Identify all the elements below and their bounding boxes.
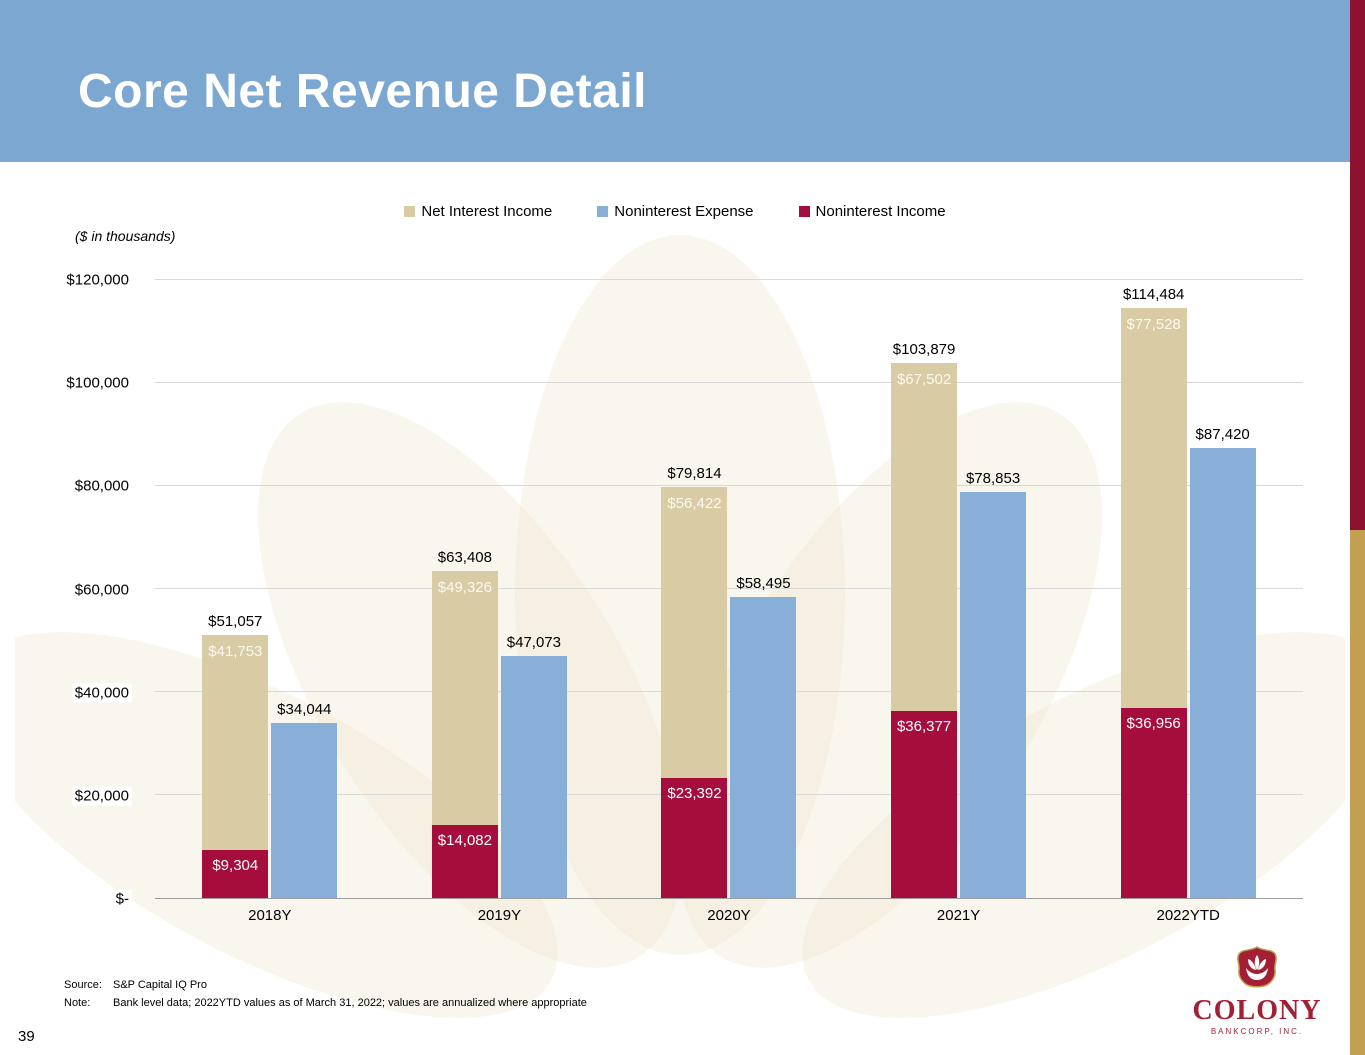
noninterest-income-bar: $14,082 bbox=[431, 825, 498, 898]
note-value: Bank level data; 2022YTD values as of Ma… bbox=[113, 997, 587, 1009]
stacked-bar: $63,408 $49,326 $14,082 bbox=[431, 549, 498, 898]
slide-header: Core Net Revenue Detail bbox=[0, 0, 1365, 162]
bar-group: $63,408 $49,326 $14,082 $47,073 bbox=[385, 280, 615, 898]
total-label: $63,408 bbox=[437, 549, 493, 567]
y-tick-label: $40,000 bbox=[71, 683, 132, 703]
legend-item: Noninterest Income bbox=[798, 203, 946, 220]
noninterest-expense-label: $58,495 bbox=[736, 574, 791, 592]
y-tick-label: $60,000 bbox=[71, 580, 132, 599]
total-label: $51,057 bbox=[208, 613, 263, 631]
page-title: Core Net Revenue Detail bbox=[78, 64, 648, 118]
legend-swatch bbox=[798, 206, 810, 217]
noninterest-expense-label: $34,044 bbox=[277, 700, 332, 718]
total-label: $114,484 bbox=[1122, 286, 1185, 304]
noninterest-expense-bar: $34,044 bbox=[271, 701, 338, 898]
total-label: $103,879 bbox=[892, 341, 956, 359]
colony-logo-icon bbox=[1237, 946, 1277, 988]
note-row: Note: Bank level data; 2022YTD values as… bbox=[64, 997, 587, 1009]
noninterest-expense-label: $87,420 bbox=[1195, 425, 1250, 443]
net-interest-income-label: $77,528 bbox=[1126, 316, 1181, 334]
bar-group: $103,879 $67,502 $36,377 $78,853 bbox=[844, 280, 1074, 898]
y-tick-label: $80,000 bbox=[71, 476, 132, 496]
legend-label: Net Interest Income bbox=[421, 203, 553, 220]
note-label: Note: bbox=[64, 997, 91, 1009]
stacked-bar: $103,879 $67,502 $36,377 bbox=[891, 341, 958, 898]
net-interest-income-label: $67,502 bbox=[896, 371, 952, 389]
bar-group: $79,814 $56,422 $23,392 $58,495 bbox=[614, 280, 844, 898]
noninterest-expense-bar: $47,073 bbox=[500, 634, 567, 898]
edge-stripe-maroon bbox=[1350, 0, 1365, 530]
legend-label: Noninterest Income bbox=[815, 203, 946, 220]
noninterest-income-label: $36,377 bbox=[896, 717, 952, 735]
noninterest-expense-bar: $78,853 bbox=[960, 470, 1027, 898]
source-row: Source: S&P Capital IQ Pro bbox=[64, 979, 587, 991]
gridline bbox=[155, 279, 1303, 280]
colony-logo: COLONY BANKCORP, INC. bbox=[1191, 946, 1323, 1036]
stacked-bar: $51,057 $41,753 $9,304 bbox=[202, 613, 269, 898]
noninterest-expense-bar: $87,420 bbox=[1189, 426, 1256, 898]
colony-logo-subtitle: BANKCORP, INC. bbox=[1210, 1027, 1304, 1036]
colony-logo-wordmark: COLONY bbox=[1192, 995, 1322, 1026]
noninterest-expense-label: $47,073 bbox=[506, 633, 562, 651]
edge-stripe-gold bbox=[1350, 530, 1365, 1055]
legend-item: Net Interest Income bbox=[404, 203, 552, 220]
noninterest-expense-label: $78,853 bbox=[965, 469, 1021, 487]
x-tick-label: 2021Y bbox=[936, 907, 981, 924]
x-tick-label: 2020Y bbox=[707, 907, 751, 924]
y-tick-label: $120,000 bbox=[63, 270, 132, 290]
x-axis-labels: 2018Y 2019Y 2020Y 2021Y 2022YTD bbox=[155, 907, 1303, 924]
source-value: S&P Capital IQ Pro bbox=[113, 979, 207, 991]
net-interest-income-bar: $67,502 bbox=[891, 363, 958, 711]
legend-item: Noninterest Expense bbox=[597, 203, 754, 220]
plot-area: $51,057 $41,753 $9,304 $34,044 $63,408 $49,32… bbox=[155, 279, 1303, 899]
footnotes: Source: S&P Capital IQ Pro Note: Bank le… bbox=[64, 979, 587, 1015]
x-tick-label: 2018Y bbox=[248, 907, 292, 924]
noninterest-income-label: $36,956 bbox=[1126, 714, 1181, 732]
source-label: Source: bbox=[64, 979, 102, 991]
legend-label: Noninterest Expense bbox=[614, 203, 754, 220]
units-note: ($ in thousands) bbox=[75, 228, 176, 244]
gridline bbox=[155, 588, 1303, 589]
y-tick-label: $- bbox=[112, 889, 132, 909]
noninterest-income-label: $14,082 bbox=[437, 832, 492, 850]
noninterest-income-bar: $36,377 bbox=[891, 710, 958, 898]
page-number: 39 bbox=[18, 1028, 35, 1045]
x-tick-label: 2022YTD bbox=[1156, 907, 1220, 924]
net-interest-income-bar: $56,422 bbox=[661, 486, 728, 778]
y-tick-label: $20,000 bbox=[71, 786, 132, 806]
total-label: $79,814 bbox=[667, 464, 722, 482]
bar-groups: $51,057 $41,753 $9,304 $34,044 $63,408 $49,32… bbox=[155, 280, 1303, 898]
noninterest-income-label: $9,304 bbox=[212, 857, 259, 875]
stacked-bar: $79,814 $56,422 $23,392 bbox=[661, 465, 728, 898]
noninterest-income-bar: $36,956 bbox=[1120, 707, 1187, 898]
gridline bbox=[155, 794, 1303, 795]
chart-legend: Net Interest Income Noninterest Expense No… bbox=[0, 203, 1350, 220]
net-interest-income-bar: $49,326 bbox=[431, 571, 498, 826]
net-interest-income-label: $56,422 bbox=[667, 494, 722, 512]
net-interest-income-bar: $77,528 bbox=[1120, 308, 1187, 708]
net-interest-income-label: $41,753 bbox=[208, 643, 263, 661]
gridline bbox=[155, 485, 1303, 486]
noninterest-expense-bar: $58,495 bbox=[730, 575, 797, 898]
noninterest-income-bar: $9,304 bbox=[202, 850, 269, 898]
noninterest-income-bar: $23,392 bbox=[661, 777, 728, 898]
noninterest-income-label: $23,392 bbox=[667, 784, 722, 802]
gridline bbox=[155, 382, 1303, 383]
y-tick-label: $100,000 bbox=[63, 373, 132, 393]
bar-group: $51,057 $41,753 $9,304 $34,044 bbox=[155, 280, 385, 898]
legend-swatch bbox=[404, 206, 416, 217]
bar-group: $114,484 $77,528 $36,956 $87,420 bbox=[1073, 280, 1303, 898]
y-axis-labels: $120,000 $100,000 $80,000 $60,000 $40,000 $20… bbox=[0, 270, 132, 909]
stacked-bar: $114,484 $77,528 $36,956 bbox=[1120, 286, 1187, 898]
legend-swatch bbox=[597, 206, 609, 217]
gridline bbox=[155, 691, 1303, 692]
net-interest-income-label: $49,326 bbox=[437, 579, 492, 597]
net-interest-income-bar: $41,753 bbox=[202, 635, 269, 851]
x-tick-label: 2019Y bbox=[477, 907, 522, 924]
